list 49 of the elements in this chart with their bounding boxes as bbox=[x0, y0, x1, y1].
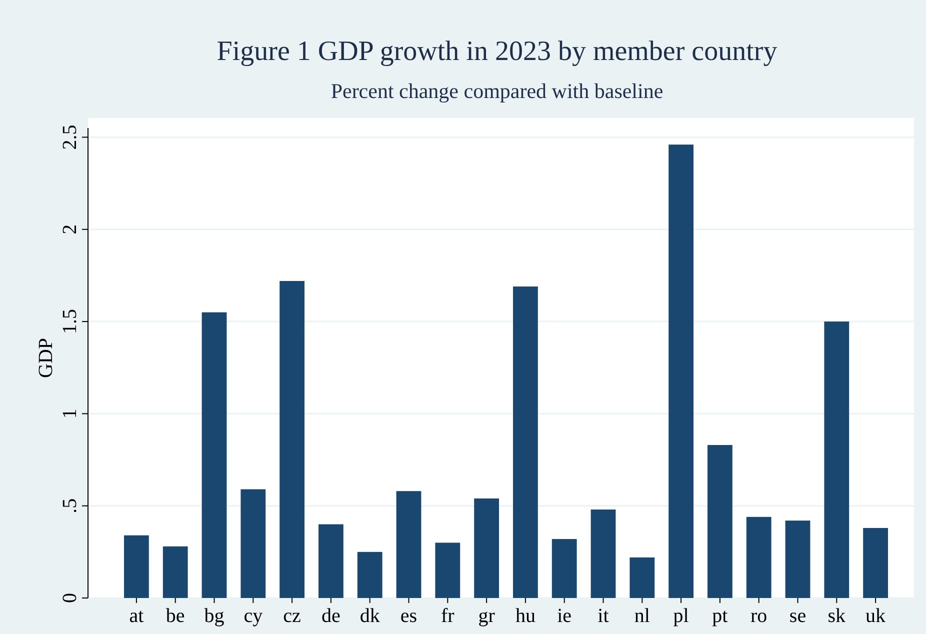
bar bbox=[590, 510, 616, 598]
bar bbox=[396, 491, 422, 598]
bar bbox=[630, 557, 655, 598]
x-tick-label: dk bbox=[360, 605, 380, 627]
x-tick-label: gr bbox=[478, 605, 496, 627]
x-tick-label: ie bbox=[557, 605, 572, 627]
x-tick-label: fr bbox=[440, 605, 455, 627]
x-tick-label: bg bbox=[204, 605, 224, 627]
x-tick-label: cz bbox=[283, 605, 302, 627]
x-tick-label: ro bbox=[750, 605, 768, 627]
x-tick-label: es bbox=[400, 605, 418, 627]
x-tick-label: cy bbox=[244, 605, 263, 627]
x-tick-label: uk bbox=[866, 605, 886, 627]
x-tick-label: pt bbox=[712, 605, 728, 627]
bar bbox=[513, 286, 538, 598]
bar bbox=[824, 322, 850, 598]
bar bbox=[280, 280, 304, 598]
x-tick-label: nl bbox=[634, 605, 650, 627]
x-tick-label: be bbox=[166, 605, 185, 627]
bar bbox=[202, 312, 227, 598]
chart-subtitle: Percent change compared with baseline bbox=[330, 79, 664, 103]
x-tick-label: at bbox=[129, 605, 144, 627]
bar bbox=[474, 498, 499, 598]
y-tick-label: .5 bbox=[59, 498, 81, 514]
bar bbox=[357, 552, 382, 598]
chart-title: Figure 1 GDP growth in 2023 by member country bbox=[216, 36, 778, 67]
bar bbox=[746, 516, 772, 598]
bar bbox=[162, 546, 188, 598]
y-tick-label: 2 bbox=[59, 224, 81, 234]
y-tick-label: 2.5 bbox=[59, 124, 81, 150]
y-tick-label: 1 bbox=[59, 408, 81, 419]
bar bbox=[863, 528, 888, 598]
bar bbox=[435, 542, 460, 598]
y-tick-label: 1.5 bbox=[59, 309, 81, 334]
y-tick-label: 0 bbox=[59, 593, 81, 603]
x-tick-label: sk bbox=[828, 605, 846, 627]
bar bbox=[668, 144, 694, 598]
x-tick-label: it bbox=[598, 605, 610, 627]
bar bbox=[785, 520, 810, 598]
x-tick-label: pl bbox=[673, 605, 690, 627]
bar bbox=[124, 535, 149, 598]
bar bbox=[708, 445, 732, 598]
bar bbox=[240, 489, 266, 598]
y-axis-title: GDP bbox=[35, 338, 57, 378]
bar bbox=[318, 524, 344, 598]
bar bbox=[552, 539, 577, 598]
x-tick-label: hu bbox=[515, 605, 536, 627]
x-tick-label: se bbox=[789, 605, 806, 627]
x-tick-label: de bbox=[322, 605, 341, 627]
